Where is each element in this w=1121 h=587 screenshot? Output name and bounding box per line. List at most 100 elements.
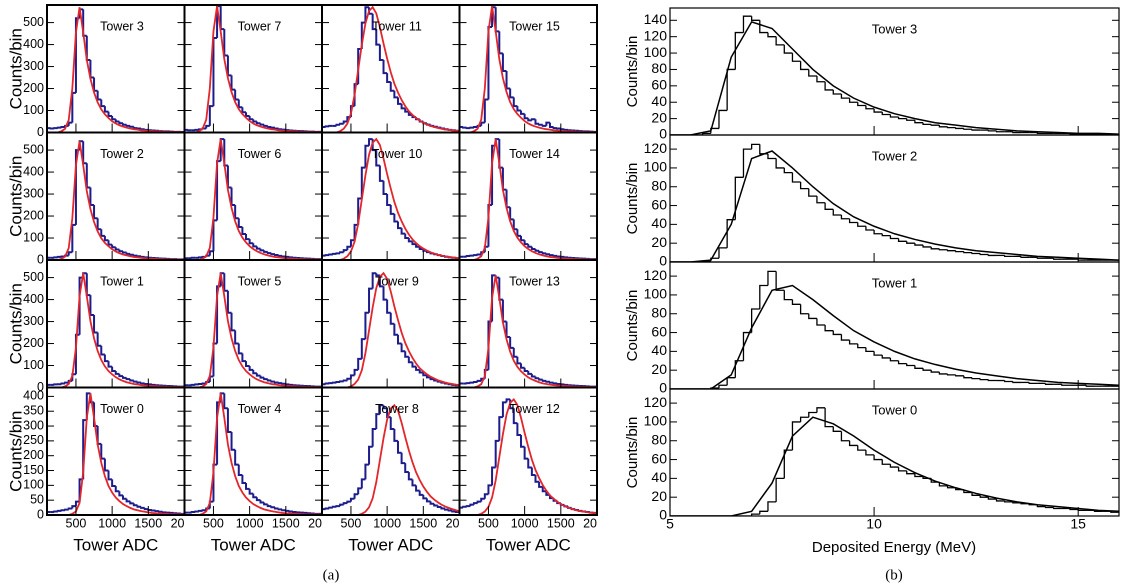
histogram-bin bbox=[353, 223, 359, 241]
y-tick-label: 0 bbox=[659, 253, 667, 269]
histogram-bin bbox=[930, 246, 940, 250]
histogram-bin bbox=[281, 382, 286, 385]
histogram-bin bbox=[545, 380, 550, 383]
histogram-bin bbox=[1012, 131, 1022, 134]
panel-title: Tower 1 bbox=[872, 275, 918, 290]
histogram-bin bbox=[930, 124, 940, 126]
histogram-bin bbox=[184, 384, 189, 388]
histogram-bin bbox=[190, 511, 196, 514]
histogram-bin bbox=[100, 345, 105, 356]
histogram-bin bbox=[881, 355, 891, 359]
histogram-bin bbox=[248, 239, 254, 245]
histogram-bin bbox=[96, 90, 102, 101]
histogram-bin bbox=[335, 505, 341, 508]
histogram-bin bbox=[226, 55, 232, 77]
y-axis-title: Counts/bin bbox=[624, 417, 641, 489]
histogram-bin bbox=[339, 380, 344, 383]
histogram-bin bbox=[125, 377, 131, 381]
histogram-bin bbox=[530, 373, 536, 378]
histogram-bin bbox=[824, 407, 834, 428]
y-axis-title: Counts/bin bbox=[6, 28, 25, 109]
y-tick-label: 0 bbox=[659, 126, 667, 142]
fit-curve bbox=[459, 397, 597, 515]
histogram-bin bbox=[873, 454, 883, 461]
x-axis-title: Deposited Energy (MeV) bbox=[812, 539, 976, 556]
panel-title: Tower 1 bbox=[100, 274, 144, 288]
histogram-bin bbox=[799, 182, 809, 190]
histogram-bin bbox=[955, 250, 964, 253]
histogram-bin bbox=[349, 497, 355, 502]
histogram-bin bbox=[824, 81, 834, 91]
histogram-bin bbox=[386, 194, 391, 207]
histogram-bin bbox=[946, 373, 956, 376]
histogram-bin bbox=[881, 459, 891, 465]
y-tick-label: 250 bbox=[23, 433, 44, 447]
panel-title: Tower 12 bbox=[509, 402, 560, 416]
histogram-bin bbox=[194, 510, 199, 513]
histogram-bin bbox=[1020, 256, 1030, 258]
y-tick-label: 300 bbox=[23, 418, 44, 432]
histogram-bin bbox=[808, 69, 817, 77]
histogram-bin bbox=[436, 505, 442, 508]
histogram-bin bbox=[328, 253, 333, 256]
histogram-bin bbox=[979, 253, 989, 256]
histogram-bin bbox=[512, 219, 518, 231]
panel-title: Tower 5 bbox=[238, 274, 282, 288]
histogram-bin bbox=[873, 230, 883, 235]
x-tick-labels: 5 10 15 bbox=[666, 516, 1086, 532]
x-tick-labels: 500 1000 1500 2000 bbox=[341, 516, 460, 530]
histogram-bin bbox=[906, 363, 915, 367]
histogram-bin bbox=[96, 218, 102, 231]
histogram-bin bbox=[1004, 500, 1013, 503]
histogram-bin bbox=[465, 505, 471, 508]
histogram-bin bbox=[1004, 255, 1013, 258]
x-tick-label: 500 bbox=[203, 516, 224, 530]
histogram-bin bbox=[234, 330, 239, 345]
panel-title: Tower 2 bbox=[100, 147, 144, 161]
histogram-bin bbox=[245, 112, 250, 118]
histogram-bin bbox=[226, 408, 232, 433]
histogram-bin bbox=[538, 250, 543, 254]
panel bbox=[670, 143, 1119, 262]
histogram-bin bbox=[520, 363, 525, 369]
histogram-bin bbox=[357, 197, 362, 225]
histogram-bin bbox=[501, 401, 507, 418]
histogram-bin bbox=[360, 166, 366, 199]
y-tick-label: 100 bbox=[23, 358, 44, 372]
histogram-bin bbox=[559, 128, 565, 131]
fit-curve bbox=[670, 284, 1119, 389]
histogram-bin bbox=[775, 477, 785, 502]
histogram-bin bbox=[459, 255, 464, 260]
histogram-bin bbox=[873, 108, 883, 113]
histogram-bin bbox=[136, 255, 142, 258]
histogram-bin bbox=[987, 130, 997, 132]
histogram-bin bbox=[71, 505, 76, 509]
histogram-bin bbox=[396, 97, 402, 105]
histogram-bin bbox=[339, 251, 344, 254]
histogram-bin bbox=[284, 509, 290, 512]
histogram-bin bbox=[140, 506, 145, 509]
histogram-bin bbox=[201, 509, 207, 512]
y-axis-title: Counts/bin bbox=[624, 36, 641, 108]
histogram-bin bbox=[389, 417, 395, 431]
fit-curve bbox=[322, 271, 460, 388]
histogram-bin bbox=[375, 413, 380, 430]
histogram-bin bbox=[516, 423, 522, 436]
histogram-bin bbox=[212, 219, 218, 252]
histogram-bin bbox=[255, 497, 261, 502]
histogram-bin bbox=[1036, 132, 1046, 135]
histogram-bin bbox=[734, 176, 744, 220]
histogram-bin bbox=[816, 76, 826, 83]
histogram-bin bbox=[759, 284, 768, 310]
histogram-bin bbox=[270, 506, 275, 509]
histogram-bin bbox=[237, 99, 243, 109]
histogram-bin bbox=[393, 90, 398, 99]
histogram-bin bbox=[538, 481, 543, 488]
histogram-bin bbox=[534, 249, 540, 252]
histogram-bin bbox=[425, 375, 431, 379]
y-tick-label: 50 bbox=[30, 492, 44, 506]
y-tick-label: 20 bbox=[651, 361, 667, 377]
y-tick-label: 500 bbox=[23, 15, 44, 29]
histogram-bin bbox=[857, 222, 866, 227]
histogram-bin bbox=[759, 510, 768, 515]
